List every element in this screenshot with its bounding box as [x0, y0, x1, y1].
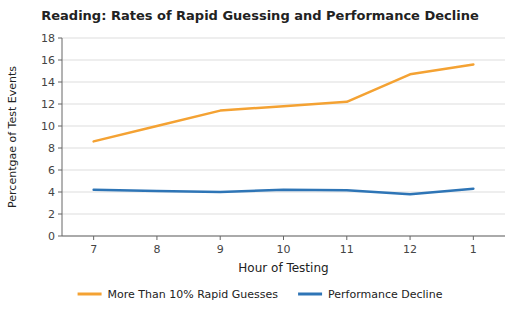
grid-line [62, 104, 505, 105]
grid-line [62, 148, 505, 149]
y-tick [58, 170, 62, 171]
y-tick-label: 10 [41, 120, 55, 133]
grid-line [62, 60, 505, 61]
x-tick [346, 236, 347, 240]
y-tick-label: 2 [48, 208, 55, 221]
y-axis-label: Percentgae of Test Events [6, 66, 19, 208]
y-tick [58, 148, 62, 149]
y-tick [58, 82, 62, 83]
y-tick [58, 104, 62, 105]
series-line [94, 189, 474, 195]
x-tick [156, 236, 157, 240]
grid-line [62, 126, 505, 127]
y-tick-label: 0 [48, 230, 55, 243]
x-tick-label: 9 [217, 243, 224, 256]
x-tick-label: 1 [470, 243, 477, 256]
y-tick [58, 192, 62, 193]
y-tick-label: 14 [41, 76, 55, 89]
title: Reading: Rates of Rapid Guessing and Per… [41, 8, 479, 23]
x-tick [283, 236, 284, 240]
grid-line [62, 82, 505, 83]
y-tick-label: 12 [41, 98, 55, 111]
chart: Reading: Rates of Rapid Guessing and Per… [0, 0, 520, 324]
y-tick [58, 60, 62, 61]
x-tick-label: 12 [403, 243, 417, 256]
y-axis [62, 38, 63, 236]
legend-swatch [78, 293, 102, 296]
y-tick-label: 18 [41, 32, 55, 45]
x-tick-label: 8 [153, 243, 160, 256]
legend-swatch [298, 293, 322, 296]
y-tick [58, 126, 62, 127]
y-tick-label: 6 [48, 164, 55, 177]
grid-line [62, 38, 505, 39]
plot-area [94, 64, 474, 194]
x-tick [473, 236, 474, 240]
y-tick-label: 16 [41, 54, 55, 67]
grid-line [62, 214, 505, 215]
y-tick-label: 4 [48, 186, 55, 199]
x-tick [220, 236, 221, 240]
x-tick-label: 10 [277, 243, 291, 256]
series-line [94, 64, 474, 141]
y-tick [58, 236, 62, 237]
y-tick-label: 8 [48, 142, 55, 155]
legend-label: Performance Decline [328, 288, 443, 301]
x-tick [410, 236, 411, 240]
x-tick-label: 7 [90, 243, 97, 256]
x-axis-label: Hour of Testing [238, 261, 328, 275]
grid-line [62, 236, 505, 237]
x-tick-label: 11 [340, 243, 354, 256]
legend-label: More Than 10% Rapid Guesses [108, 288, 279, 301]
grid-line [62, 170, 505, 171]
x-tick [93, 236, 94, 240]
legend: More Than 10% Rapid Guesses Performance D… [78, 288, 443, 301]
x-axis [62, 236, 505, 237]
y-tick [58, 38, 62, 39]
y-tick [58, 214, 62, 215]
